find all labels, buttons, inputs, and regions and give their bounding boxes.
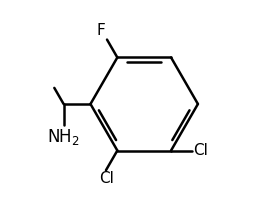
Text: F: F xyxy=(96,22,105,37)
Text: Cl: Cl xyxy=(193,143,208,158)
Text: NH$_2$: NH$_2$ xyxy=(47,127,80,147)
Text: Cl: Cl xyxy=(100,171,115,186)
